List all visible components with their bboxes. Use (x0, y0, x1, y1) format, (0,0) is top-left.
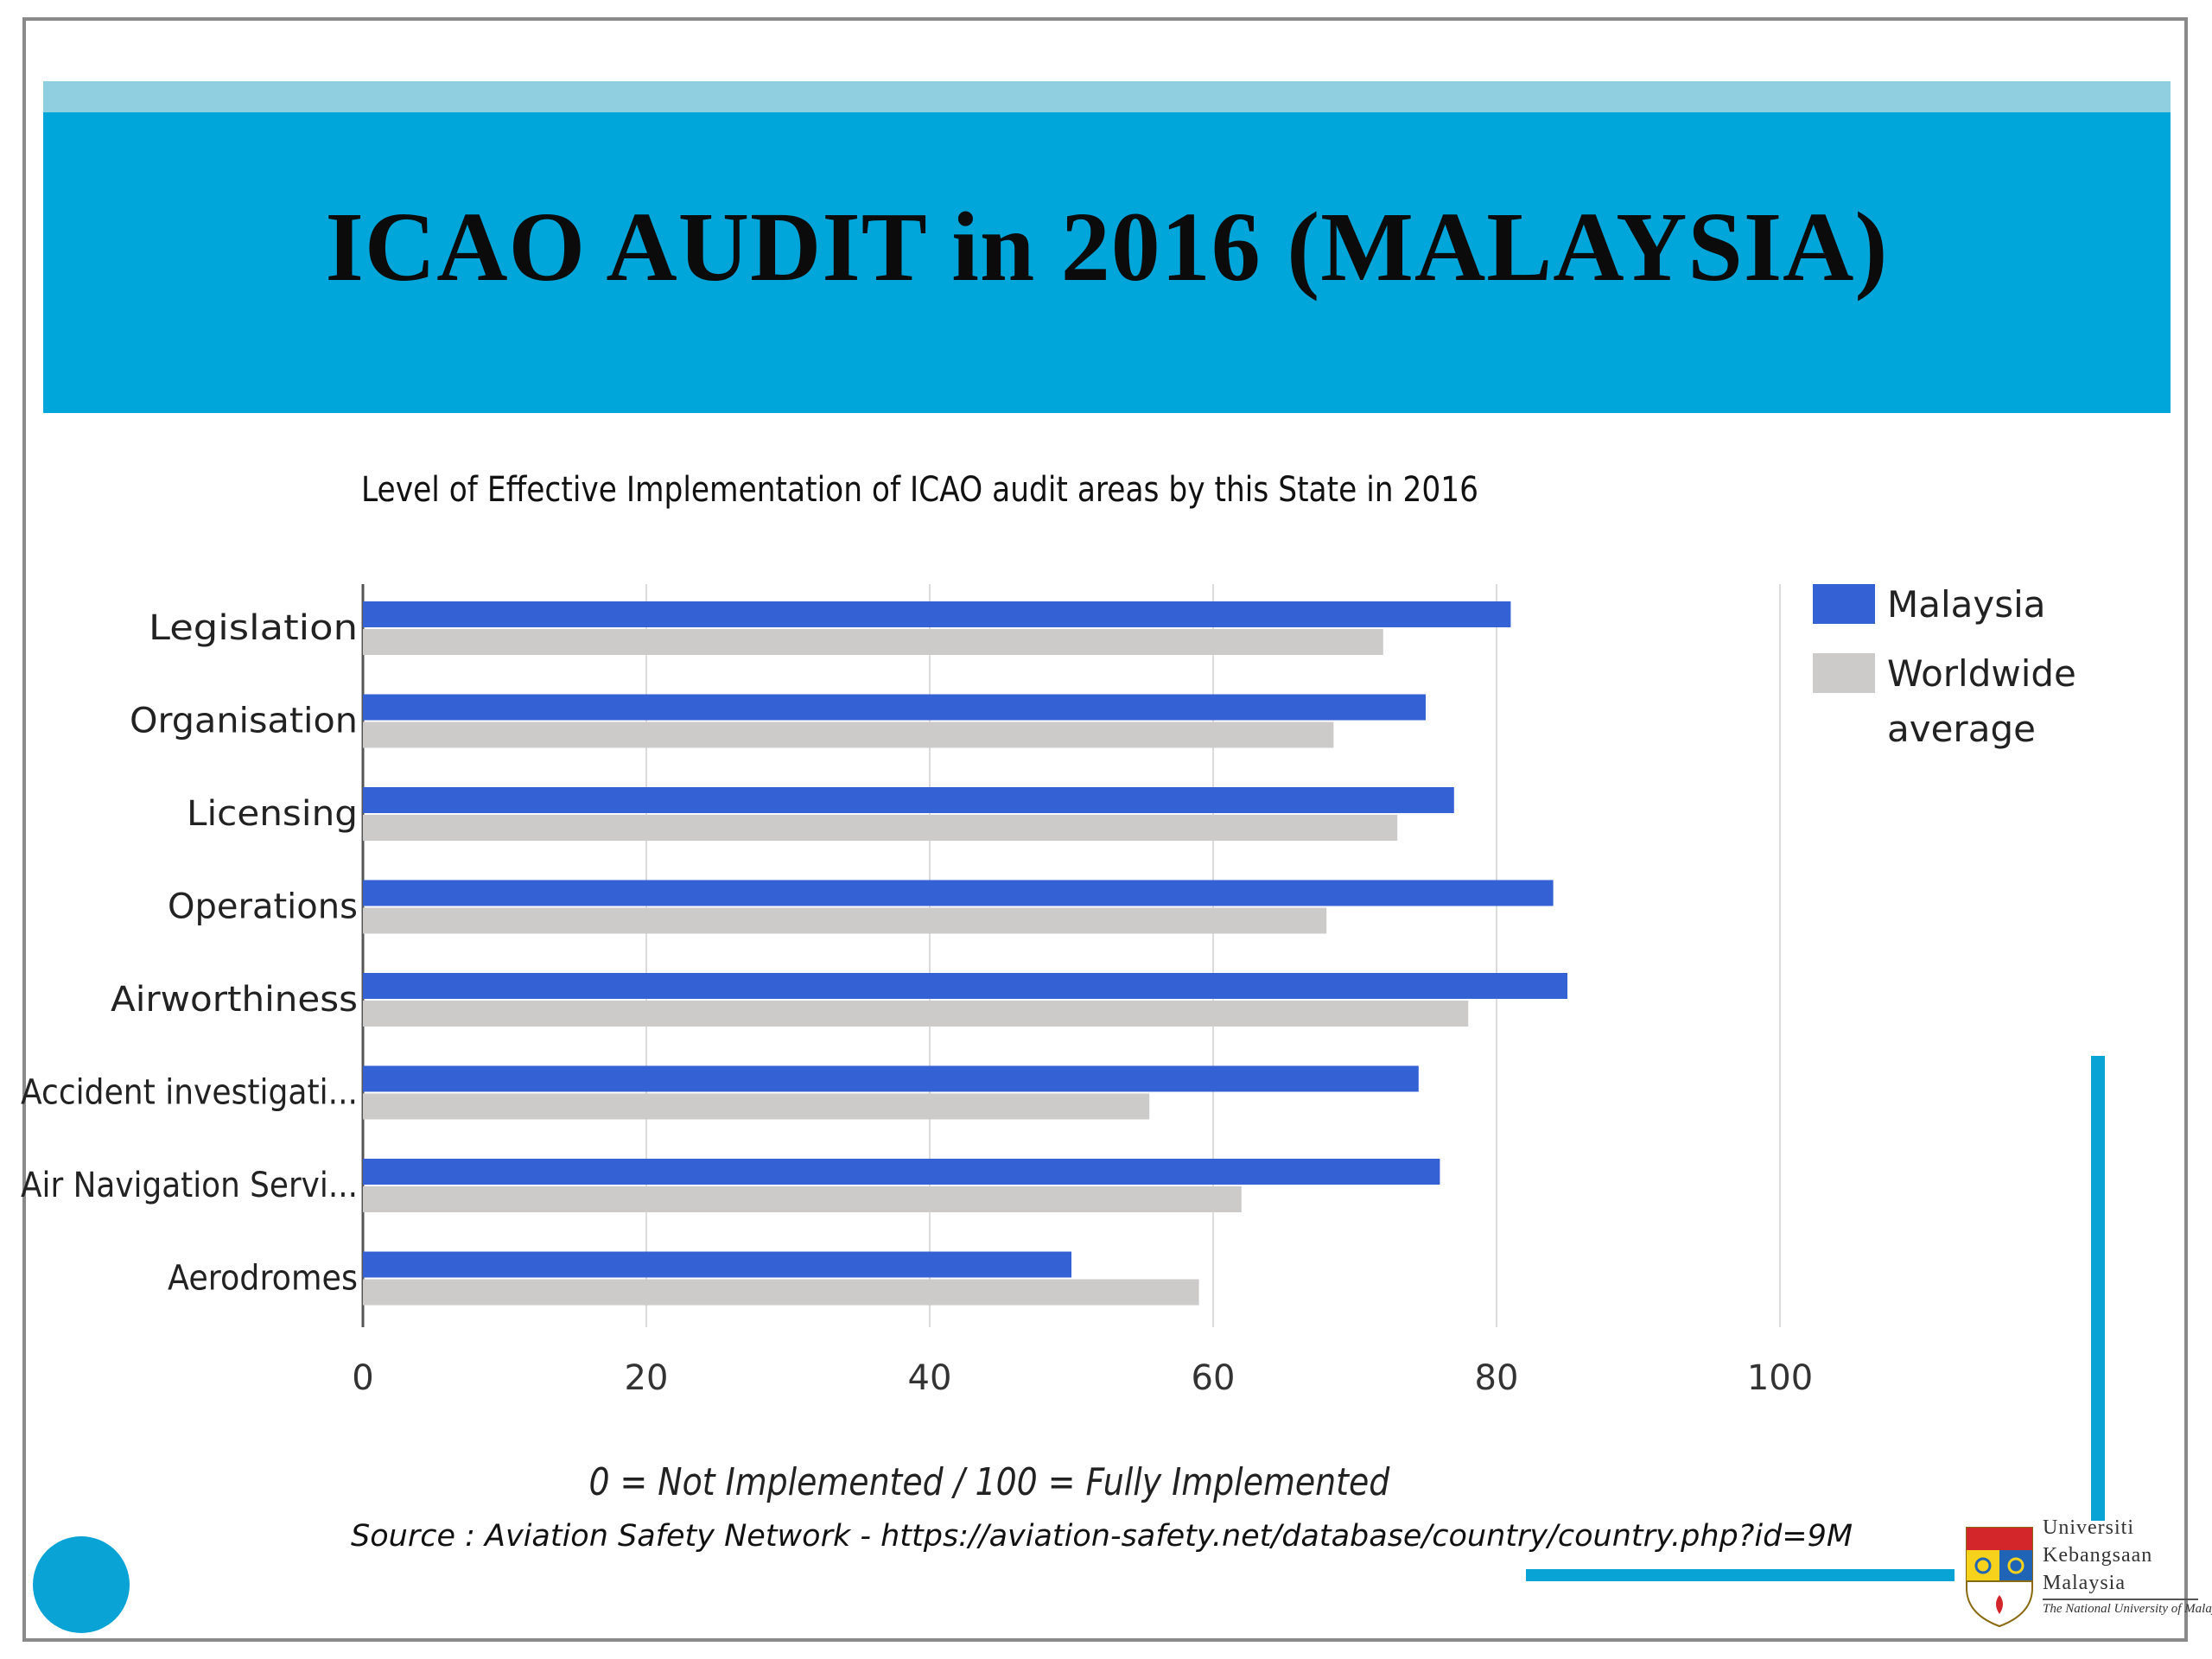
logo-line-1: Universiti (2043, 1516, 2134, 1539)
legend-label: Malaysia (1887, 583, 2046, 626)
category-label: Organisation (130, 702, 358, 741)
legend-swatch (1813, 584, 1875, 624)
bar-worldwide (363, 815, 1398, 841)
x-tick-label: 20 (625, 1358, 669, 1398)
bar-worldwide (363, 629, 1383, 655)
bars (363, 601, 1567, 1306)
slide-title: ICAO AUDIT in 2016 (MALAYSIA) (325, 192, 1889, 302)
title-band-highlight (43, 81, 2171, 114)
legend-swatch (1813, 653, 1875, 693)
bar-malaysia (363, 601, 1511, 627)
category-label: Operations (168, 887, 358, 927)
x-tick-label: 80 (1475, 1358, 1519, 1398)
category-labels: Legislation Organisation Licensing Operatio… (21, 608, 358, 1299)
bar-malaysia (363, 787, 1454, 813)
source-note: Source : Aviation Safety Network - https… (351, 1519, 1853, 1554)
bar-worldwide (363, 1186, 1242, 1212)
bar-malaysia (363, 973, 1567, 999)
title-band: ICAO AUDIT in 2016 (MALAYSIA) (43, 112, 2171, 413)
bar-malaysia (363, 880, 1554, 906)
category-label: Air Navigation Servi... (21, 1166, 358, 1205)
chart-title: Level of Effective Implementation of ICA… (361, 470, 1479, 510)
x-tick-label: 40 (908, 1358, 952, 1398)
logo-line-2: Kebangsaan (2043, 1544, 2153, 1567)
category-label: Accident investigati... (21, 1073, 358, 1113)
decorative-circle (33, 1536, 130, 1633)
university-crest-icon (1966, 1527, 2033, 1628)
bar-worldwide (363, 721, 1334, 748)
bar-worldwide (363, 907, 1327, 934)
x-axis-label: 0 = Not Implemented / 100 = Fully Implem… (588, 1460, 1390, 1504)
decorative-horizontal-bar (1526, 1569, 1955, 1581)
bar-worldwide (363, 1001, 1469, 1027)
bar-malaysia (363, 1159, 1440, 1185)
bar-malaysia (363, 1065, 1419, 1092)
category-label: Licensing (187, 794, 358, 834)
x-tick-label: 100 (1747, 1358, 1813, 1398)
category-label: Airworthiness (111, 980, 358, 1020)
bar-malaysia (363, 694, 1426, 721)
tick-labels: 0 20 40 60 80 100 (352, 1358, 1813, 1398)
x-tick-label: 60 (1192, 1358, 1236, 1398)
logo-line-3: Malaysia (2043, 1572, 2126, 1594)
bar-worldwide (363, 1279, 1199, 1306)
decorative-vertical-bar (2091, 1056, 2105, 1521)
university-logo-text: Universiti Kebangsaan Malaysia The Natio… (2043, 1514, 2212, 1616)
category-label: Aerodromes (168, 1259, 358, 1299)
bar-malaysia (363, 1251, 1071, 1278)
category-label: Legislation (149, 608, 358, 648)
logo-subtitle: The National University of Malaysia (2043, 1599, 2212, 1616)
bar-worldwide (363, 1093, 1150, 1120)
x-tick-label: 0 (352, 1358, 373, 1398)
legend-label: Worldwide average (1887, 652, 2076, 750)
legend: Malaysia Worldwide average (1813, 583, 2076, 750)
